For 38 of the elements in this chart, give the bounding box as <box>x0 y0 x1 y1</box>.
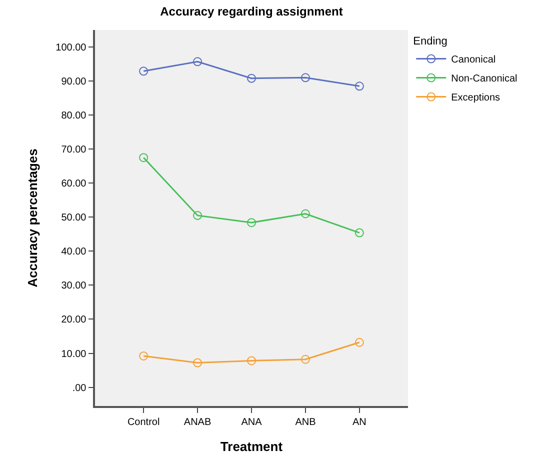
y-tick-label: 100.00 <box>56 42 87 54</box>
x-tick-label: Control <box>127 416 160 428</box>
point <box>193 210 202 220</box>
point <box>139 66 148 76</box>
y-tick-label: 40.00 <box>61 246 87 258</box>
x-tick-label: ANA <box>241 416 262 428</box>
x-tick-label: AN <box>352 416 366 428</box>
point <box>300 73 310 82</box>
y-tick-label: .00 <box>72 382 87 394</box>
y-tick-label: 30.00 <box>61 280 87 292</box>
y-axis-title: Accuracy percentages <box>25 148 40 288</box>
point <box>354 82 364 91</box>
legend-label: Canonical <box>451 54 496 66</box>
point <box>247 218 256 228</box>
point <box>354 338 364 347</box>
point <box>139 351 148 360</box>
legend-label: Non-Canonical <box>451 74 518 85</box>
y-tick-label: 10.00 <box>61 348 87 360</box>
point <box>193 57 202 66</box>
point <box>300 354 310 364</box>
legend-label: Exceptions <box>451 92 500 104</box>
x-axis-title: Treatment <box>220 438 284 454</box>
point <box>193 358 202 368</box>
point <box>354 228 364 238</box>
x-tick-label: ANAB <box>184 416 212 428</box>
y-tick-label: 20.00 <box>61 314 87 326</box>
y-tick-label: 80.00 <box>61 110 87 122</box>
y-tick-label: 70.00 <box>61 144 87 156</box>
x-tick-label: ANB <box>295 416 316 428</box>
point <box>300 209 310 218</box>
y-tick-label: 60.00 <box>61 178 87 190</box>
y-tick-label: 90.00 <box>61 76 87 88</box>
y-tick-label: 50.00 <box>61 212 87 224</box>
chart-title: Accuracy regarding assignment <box>160 4 343 18</box>
legend-title: Ending <box>413 35 448 48</box>
point <box>247 74 256 83</box>
point <box>139 153 148 162</box>
point <box>247 356 256 366</box>
